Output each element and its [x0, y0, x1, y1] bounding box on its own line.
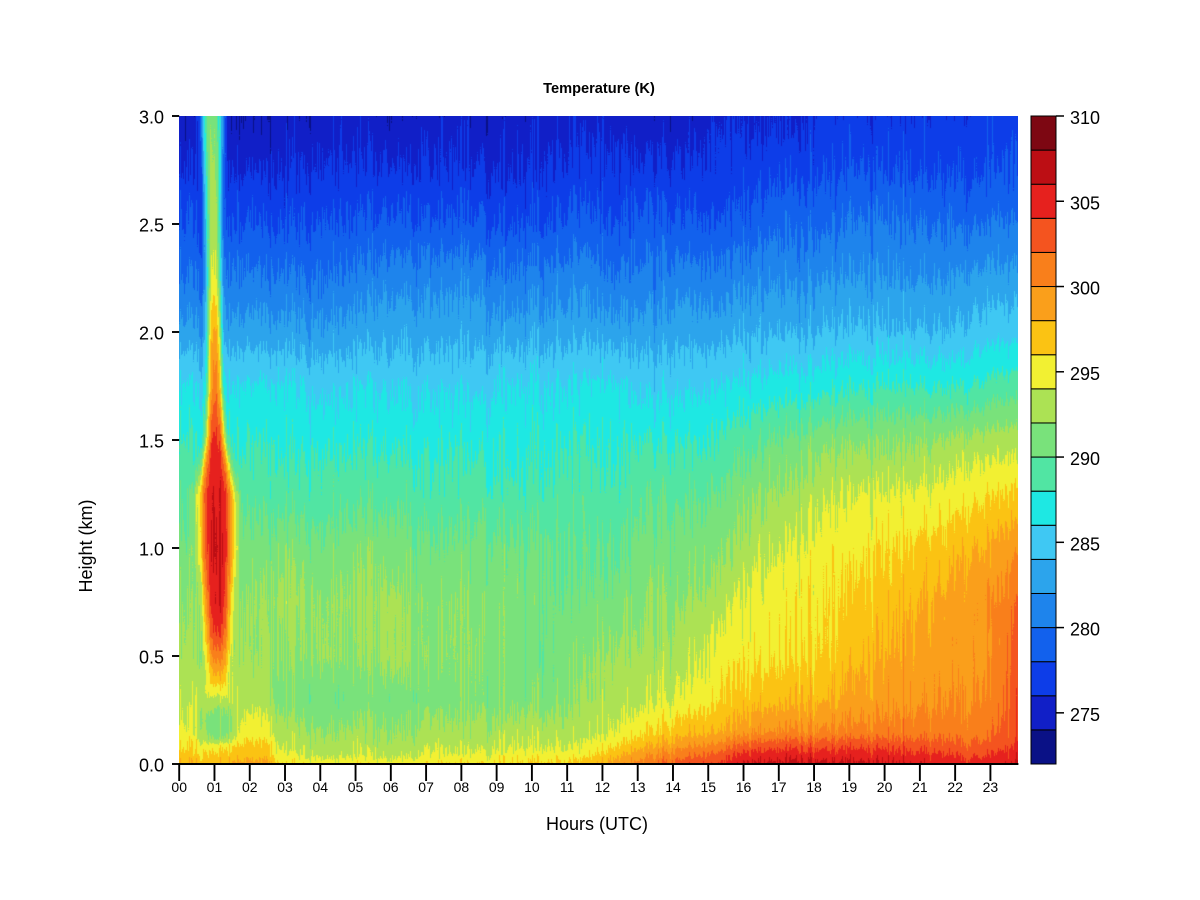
svg-text:3.0: 3.0 [139, 108, 164, 128]
svg-text:285: 285 [1070, 534, 1100, 554]
svg-text:04: 04 [312, 779, 328, 795]
svg-text:06: 06 [383, 779, 399, 795]
svg-text:10: 10 [524, 779, 540, 795]
svg-text:0.0: 0.0 [139, 756, 164, 776]
svg-text:305: 305 [1070, 193, 1100, 213]
svg-text:290: 290 [1070, 449, 1100, 469]
svg-text:Hours (UTC): Hours (UTC) [546, 814, 648, 834]
svg-text:15: 15 [700, 779, 716, 795]
svg-text:03: 03 [277, 779, 293, 795]
svg-text:02: 02 [242, 779, 258, 795]
svg-text:280: 280 [1070, 620, 1100, 640]
svg-text:1.5: 1.5 [139, 432, 164, 452]
svg-text:07: 07 [418, 779, 434, 795]
svg-text:08: 08 [454, 779, 470, 795]
svg-text:16: 16 [736, 779, 752, 795]
svg-text:17: 17 [771, 779, 787, 795]
svg-text:19: 19 [842, 779, 858, 795]
svg-text:09: 09 [489, 779, 505, 795]
svg-text:295: 295 [1070, 364, 1100, 384]
svg-text:21: 21 [912, 779, 928, 795]
svg-text:275: 275 [1070, 705, 1100, 725]
svg-text:00: 00 [171, 779, 187, 795]
svg-text:14: 14 [665, 779, 681, 795]
svg-text:2.0: 2.0 [139, 324, 164, 344]
svg-text:Temperature (K): Temperature (K) [543, 81, 655, 97]
svg-text:20: 20 [877, 779, 893, 795]
svg-text:01: 01 [207, 779, 223, 795]
svg-text:11: 11 [560, 779, 575, 795]
svg-text:0.5: 0.5 [139, 648, 164, 668]
svg-text:13: 13 [630, 779, 646, 795]
svg-text:300: 300 [1070, 279, 1100, 299]
svg-text:12: 12 [595, 779, 611, 795]
svg-text:18: 18 [806, 779, 822, 795]
svg-text:2.5: 2.5 [139, 216, 164, 236]
svg-text:Height (km): Height (km) [76, 499, 96, 592]
svg-text:22: 22 [947, 779, 963, 795]
svg-text:310: 310 [1070, 108, 1100, 128]
svg-text:05: 05 [348, 779, 364, 795]
svg-text:1.0: 1.0 [139, 540, 164, 560]
svg-text:23: 23 [983, 779, 999, 795]
